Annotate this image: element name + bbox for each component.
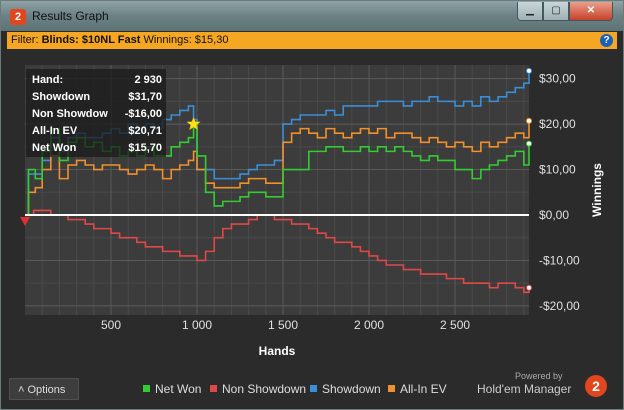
- hm-logo-icon: 2: [585, 375, 607, 397]
- stat-row: Non Showdown -$16,00: [32, 108, 162, 123]
- y-tick-label: -$20,00: [539, 299, 580, 313]
- legend-label: All-In EV: [400, 382, 447, 396]
- star-marker-icon: [186, 116, 201, 131]
- options-button[interactable]: ˄ Options: [9, 378, 79, 400]
- filter-bar[interactable]: Filter: Blinds: $10NL Fast Winnings: $15…: [7, 32, 617, 49]
- legend-swatch: [388, 385, 395, 392]
- series-line-non-showdown: [25, 209, 530, 294]
- chevron-up-icon: ˄: [18, 384, 25, 396]
- stat-value: $20,71: [128, 125, 162, 137]
- filter-blinds: Blinds: $10NL Fast: [41, 34, 141, 46]
- stat-value: $31,70: [128, 91, 162, 103]
- y-axis-label: Winnings: [590, 163, 604, 217]
- stat-row: Hand: 2 930: [32, 74, 162, 89]
- x-tick-label: 1 000: [182, 318, 212, 332]
- stat-label: All-In EV: [32, 125, 78, 137]
- series-end-point: [526, 284, 532, 291]
- series-end-point: [526, 140, 532, 147]
- legend-label: Net Won: [155, 382, 202, 396]
- y-tick-label: $20,00: [539, 117, 576, 131]
- stat-row: Net Won $15,70: [32, 142, 162, 157]
- stat-value: $15,70: [128, 142, 162, 154]
- app-logo-icon: 2: [10, 9, 26, 25]
- legend-item[interactable]: Net Won: [143, 382, 201, 396]
- filter-prefix: Filter:: [11, 34, 39, 46]
- close-button[interactable]: ✕: [569, 2, 613, 21]
- legend-swatch: [143, 385, 150, 392]
- stat-label: Non Showdown: [32, 108, 108, 120]
- stat-row: Showdown $31,70: [32, 91, 162, 106]
- legend-swatch: [210, 385, 217, 392]
- powered-by-label: Powered by: [515, 371, 563, 381]
- filter-text: Filter: Blinds: $10NL Fast Winnings: $15…: [11, 34, 228, 46]
- stat-value: -$16,00: [124, 108, 162, 120]
- legend-item[interactable]: All-In EV: [388, 382, 447, 396]
- y-tick-label: $10,00: [539, 163, 576, 177]
- y-tick-label: $30,00: [539, 72, 576, 86]
- minimize-button[interactable]: ▁: [517, 2, 543, 21]
- help-icon[interactable]: ?: [600, 34, 613, 47]
- stat-value: 2 930: [134, 74, 162, 86]
- filter-winnings: Winnings: $15,30: [143, 34, 229, 46]
- stat-label: Net Won: [32, 142, 77, 154]
- legend-item[interactable]: Non Showdown: [210, 382, 306, 396]
- series-end-point: [526, 117, 532, 124]
- x-axis-label: Hands: [259, 344, 296, 358]
- start-marker-icon: [20, 217, 30, 226]
- series-end-point: [526, 67, 532, 74]
- x-tick-label: 2 000: [354, 318, 384, 332]
- x-tick-label: 2 500: [440, 318, 470, 332]
- window-title: Results Graph: [32, 9, 109, 23]
- y-tick-label: $0,00: [539, 208, 569, 222]
- legend-swatch: [310, 385, 317, 392]
- maximize-button[interactable]: ▢: [543, 2, 569, 21]
- stat-label: Showdown: [32, 91, 91, 103]
- stats-panel: Hand: 2 930 Showdown $31,70 Non Showdown -$16…: [26, 69, 166, 157]
- legend-label: Non Showdown: [222, 382, 307, 396]
- x-tick-label: 1 500: [268, 318, 298, 332]
- title-bar[interactable]: 2 Results Graph ▁ ▢ ✕: [1, 1, 623, 31]
- stat-row: All-In EV $20,71: [32, 125, 162, 140]
- product-name: Hold'em Manager: [477, 382, 572, 396]
- y-tick-label: -$10,00: [539, 253, 580, 267]
- options-label: Options: [27, 384, 66, 396]
- bottom-bar: ˄ Options Net Won Non Showdown Showdown All…: [7, 371, 617, 405]
- x-tick-label: 500: [101, 318, 121, 332]
- legend-item[interactable]: Showdown: [310, 382, 381, 396]
- legend-label: Showdown: [322, 382, 381, 396]
- stat-label: Hand:: [32, 74, 64, 86]
